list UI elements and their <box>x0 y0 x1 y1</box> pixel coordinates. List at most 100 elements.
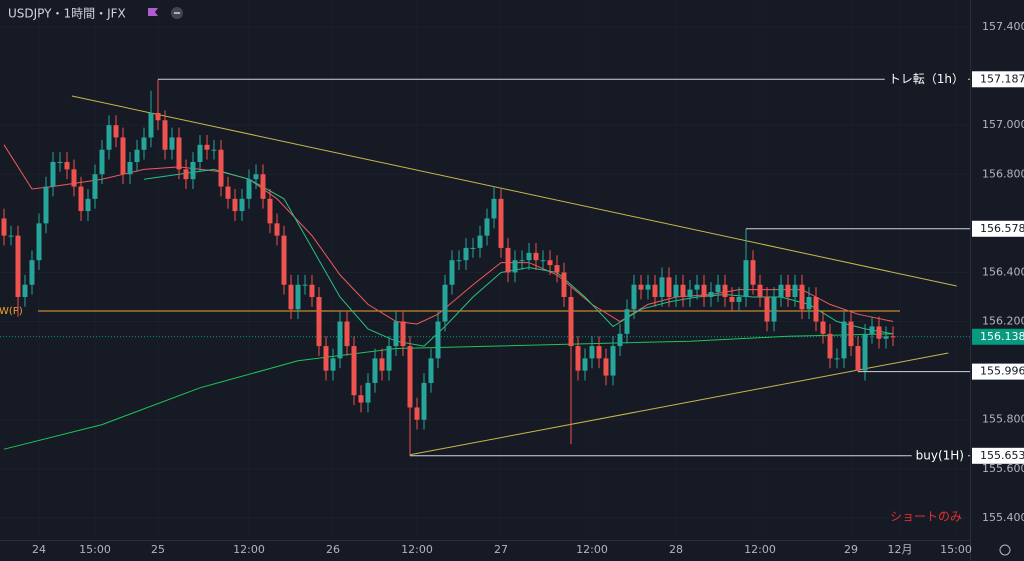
y-tick-label: 155.400 <box>982 511 1024 524</box>
candle-body <box>428 358 434 383</box>
candle-body <box>120 137 126 175</box>
candle-body <box>295 284 301 310</box>
candle-body <box>211 149 217 151</box>
candle-body <box>820 321 826 334</box>
candle-body <box>351 346 357 396</box>
candle-body <box>386 346 392 371</box>
candle-body <box>463 247 469 261</box>
candle-body <box>890 336 896 338</box>
candle-body <box>155 112 161 121</box>
candle-body <box>631 284 637 310</box>
candle-body <box>610 346 616 376</box>
candle-body <box>701 284 707 297</box>
candle-body <box>260 174 266 199</box>
y-tick-label: 156.400 <box>982 265 1024 278</box>
candle-body <box>519 260 525 262</box>
level-price-label: 157.187 <box>980 72 1024 85</box>
candle-body <box>491 198 497 219</box>
level-price-label: 155.996 <box>980 365 1024 378</box>
candle-body <box>785 284 791 297</box>
candle-body <box>393 321 399 347</box>
candle-body <box>799 284 805 310</box>
candle-body <box>757 284 763 297</box>
candle-body <box>596 346 602 359</box>
candle-body <box>645 284 651 290</box>
candle-body <box>750 260 756 285</box>
level-price-box <box>972 220 1024 237</box>
candle-body <box>526 252 532 261</box>
level-price-box <box>972 447 1024 464</box>
trendline <box>71 95 957 287</box>
candle-body <box>302 284 308 286</box>
candle-body <box>505 247 511 273</box>
candle-body <box>883 336 889 339</box>
candle-body <box>855 346 861 371</box>
candle-body <box>8 235 14 237</box>
candle-body <box>183 169 189 180</box>
candle-body <box>575 346 581 371</box>
last-price-box <box>972 328 1024 345</box>
candle-body <box>29 260 35 285</box>
x-tick-label: 24 <box>32 543 46 556</box>
candle-body <box>246 179 252 199</box>
x-tick-label: 12:00 <box>233 543 265 556</box>
candle-body <box>848 321 854 347</box>
candle-body <box>330 358 336 371</box>
candle-body <box>365 382 371 403</box>
candle-body <box>218 149 224 187</box>
x-tick-label: 29 <box>844 543 858 556</box>
candle-body <box>92 174 98 199</box>
candle-body <box>554 265 560 273</box>
plot-area: W(P) トレ転（1h） buy(1H) ショートのみ <box>0 71 970 524</box>
level-text: buy(1H) <box>916 448 964 462</box>
candle-body <box>624 309 630 334</box>
candle-body <box>862 333 868 371</box>
candle-body <box>337 321 343 359</box>
settings-icon[interactable] <box>999 544 1011 556</box>
candle-body <box>414 407 420 420</box>
candle-body <box>470 247 476 249</box>
candle-body <box>764 297 770 322</box>
candle-body <box>869 326 875 334</box>
candle-body <box>792 284 798 297</box>
candle-body <box>477 235 483 248</box>
candle-body <box>148 112 154 138</box>
candle-body <box>638 284 644 290</box>
y-tick-label: 156.200 <box>982 315 1024 328</box>
candle-body <box>281 235 287 285</box>
candle-body <box>680 284 686 297</box>
candle-body <box>22 284 28 297</box>
candle-body <box>806 297 812 310</box>
candle-body <box>589 346 595 359</box>
candle-body <box>484 218 490 236</box>
y-tick-label: 157.400 <box>982 20 1024 33</box>
x-tick-label: 26 <box>326 543 340 556</box>
candle-body <box>449 260 455 285</box>
candle-body <box>743 260 749 297</box>
candle-body <box>43 186 49 224</box>
y-tick-label: 156.800 <box>982 167 1024 180</box>
candle-body <box>190 162 196 180</box>
candle-body <box>540 260 546 262</box>
candle-body <box>435 321 441 359</box>
pivot-label: W(P) <box>0 306 23 317</box>
y-tick-label: 155.800 <box>982 413 1024 426</box>
candle-body <box>274 223 280 236</box>
candle-body <box>253 174 259 180</box>
candle-body <box>309 284 315 297</box>
axes: 157.400 157.000 156.800 156.400 156.200 155.8… <box>32 20 1024 556</box>
candle-body <box>456 260 462 262</box>
x-tick-label: 25 <box>151 543 165 556</box>
candle-body <box>652 284 658 297</box>
candle-body <box>176 137 182 170</box>
candle-body <box>204 144 210 150</box>
last-price-label: 156.138 <box>980 330 1024 343</box>
candle-body <box>561 272 567 297</box>
level-price-box <box>972 71 1024 88</box>
candle-body <box>582 358 588 371</box>
flag-icon[interactable] <box>148 8 158 16</box>
candle-body <box>736 297 742 302</box>
candle-body <box>834 358 840 360</box>
candle-body <box>372 358 378 383</box>
